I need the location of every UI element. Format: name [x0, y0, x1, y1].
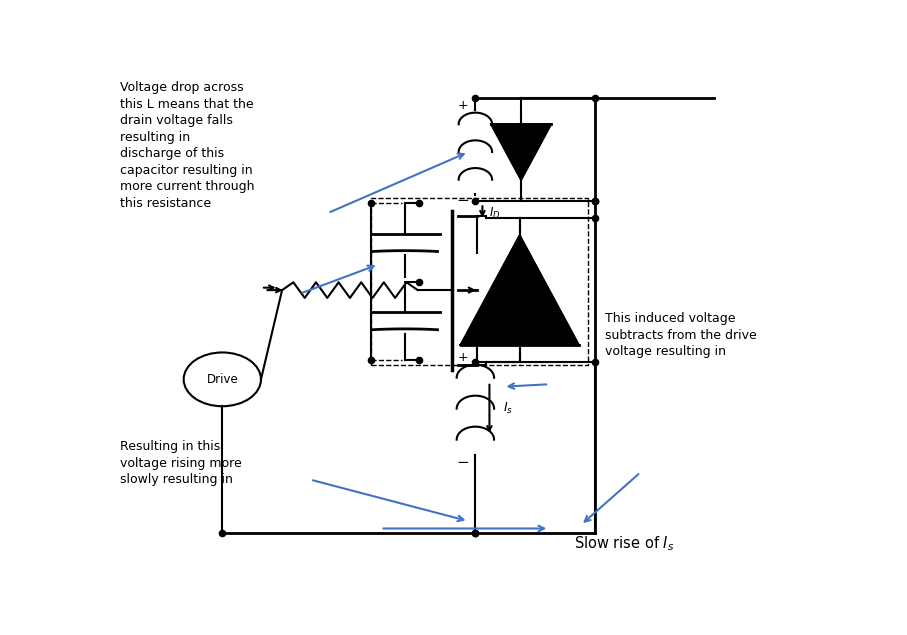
- Text: +: +: [457, 351, 468, 364]
- Text: Resulting in this
voltage rising more
slowly resulting in: Resulting in this voltage rising more sl…: [121, 441, 242, 486]
- Text: Slow rise of $I_s$: Slow rise of $I_s$: [574, 534, 674, 553]
- Polygon shape: [491, 124, 551, 180]
- Text: $I_s$: $I_s$: [503, 401, 513, 416]
- Polygon shape: [461, 236, 579, 345]
- Text: −: −: [456, 455, 469, 470]
- Text: +: +: [457, 99, 468, 112]
- Text: Voltage drop across
this L means that the
drain voltage falls
resulting in
disch: Voltage drop across this L means that th…: [121, 81, 255, 210]
- Text: $I_D$: $I_D$: [490, 206, 501, 220]
- Text: Drive: Drive: [207, 373, 239, 386]
- Text: This induced voltage
subtracts from the drive
voltage resulting in: This induced voltage subtracts from the …: [606, 312, 757, 358]
- Text: −: −: [456, 194, 469, 208]
